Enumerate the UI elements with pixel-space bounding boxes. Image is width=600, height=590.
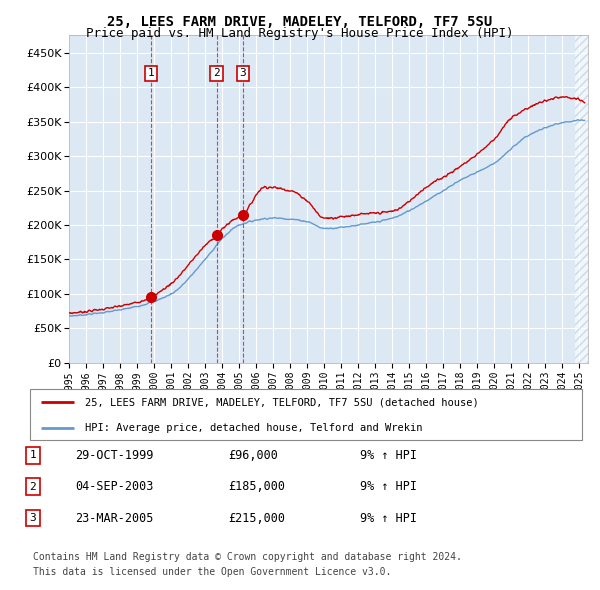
Text: 1: 1 bbox=[29, 451, 37, 460]
Text: 2: 2 bbox=[213, 68, 220, 78]
Text: Price paid vs. HM Land Registry's House Price Index (HPI): Price paid vs. HM Land Registry's House … bbox=[86, 27, 514, 40]
Text: £96,000: £96,000 bbox=[228, 449, 278, 462]
Text: This data is licensed under the Open Government Licence v3.0.: This data is licensed under the Open Gov… bbox=[33, 567, 391, 577]
Text: 3: 3 bbox=[239, 68, 246, 78]
Text: 9% ↑ HPI: 9% ↑ HPI bbox=[360, 480, 417, 493]
Text: 2: 2 bbox=[29, 482, 37, 491]
Text: 25, LEES FARM DRIVE, MADELEY, TELFORD, TF7 5SU: 25, LEES FARM DRIVE, MADELEY, TELFORD, T… bbox=[107, 15, 493, 29]
Text: 29-OCT-1999: 29-OCT-1999 bbox=[75, 449, 154, 462]
Text: 1: 1 bbox=[148, 68, 155, 78]
Text: 23-MAR-2005: 23-MAR-2005 bbox=[75, 512, 154, 525]
Text: 04-SEP-2003: 04-SEP-2003 bbox=[75, 480, 154, 493]
Text: 25, LEES FARM DRIVE, MADELEY, TELFORD, TF7 5SU (detached house): 25, LEES FARM DRIVE, MADELEY, TELFORD, T… bbox=[85, 398, 479, 408]
Text: 9% ↑ HPI: 9% ↑ HPI bbox=[360, 512, 417, 525]
Text: £185,000: £185,000 bbox=[228, 480, 285, 493]
Text: £215,000: £215,000 bbox=[228, 512, 285, 525]
Text: 9% ↑ HPI: 9% ↑ HPI bbox=[360, 449, 417, 462]
Text: HPI: Average price, detached house, Telford and Wrekin: HPI: Average price, detached house, Telf… bbox=[85, 422, 422, 432]
Text: 3: 3 bbox=[29, 513, 37, 523]
Text: Contains HM Land Registry data © Crown copyright and database right 2024.: Contains HM Land Registry data © Crown c… bbox=[33, 552, 462, 562]
